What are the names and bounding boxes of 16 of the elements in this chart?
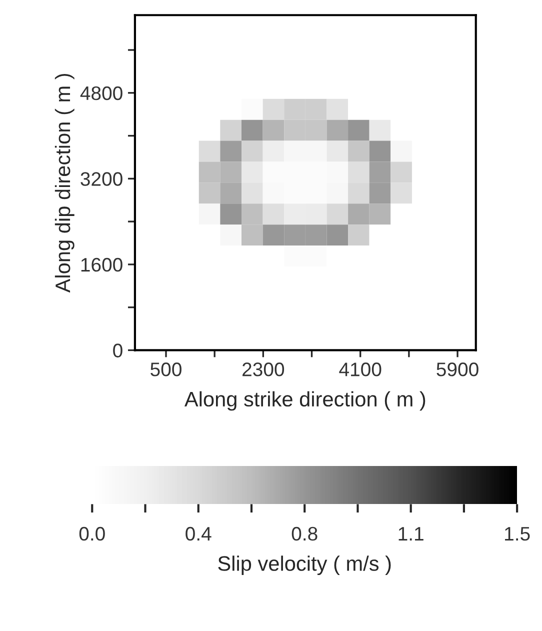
x-axis-title: Along strike direction ( m ) [184,391,426,411]
color-bar-label: 0.4 [186,526,212,541]
y-tick-label: 1600 [81,258,122,272]
color-bar-label: 1.5 [505,527,530,541]
x-tick-label: 2300 [242,362,284,376]
y-tick-label: 0 [113,344,122,358]
color-bar-label: 1.1 [398,527,424,540]
color-bar-label: 0.8 [292,526,318,541]
color-bar-label: 0.0 [79,526,105,541]
y-axis-title: Along dip direction ( m ) [54,74,74,293]
x-tick-label: 500 [150,362,182,376]
color-bar-title: Slip velocity ( m/s ) [218,556,391,576]
x-tick-label: 5900 [436,362,478,376]
y-tick-label: 4800 [80,86,122,100]
x-tick-label: 4100 [339,362,382,376]
y-tick-label: 3200 [80,172,122,186]
